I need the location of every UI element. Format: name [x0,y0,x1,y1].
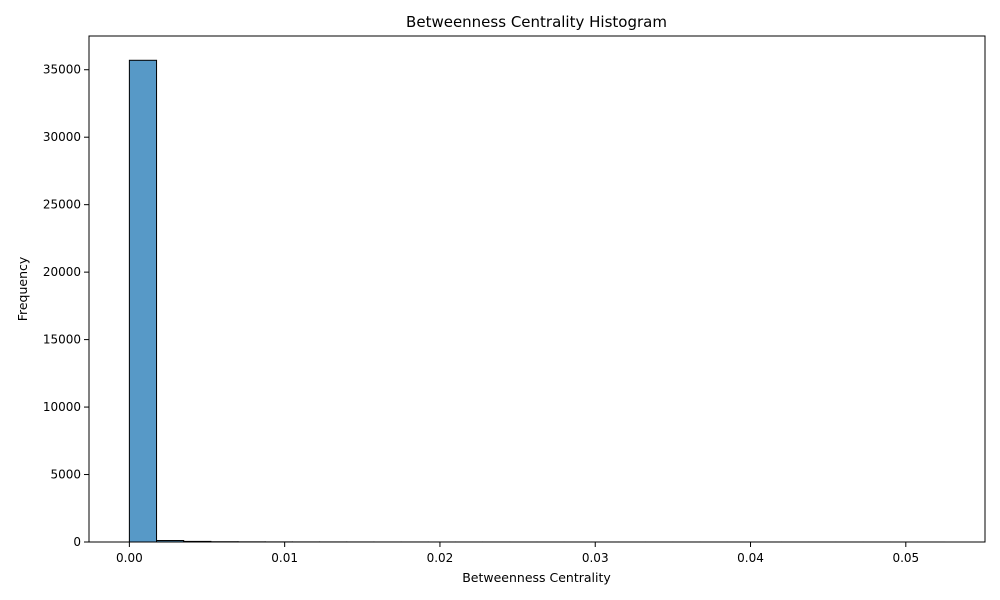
x-tick-label: 0.01 [271,551,298,565]
y-tick-label: 30000 [43,130,81,144]
y-tick-label: 5000 [50,468,81,482]
x-tick-label: 0.02 [427,551,454,565]
y-axis-ticks: 0 5000 10000 15000 20000 25000 30000 35000 [43,63,89,549]
y-tick-label: 20000 [43,265,81,279]
y-tick-label: 15000 [43,333,81,347]
histogram-bar [128,59,158,543]
x-tick-label: 0.00 [116,551,143,565]
x-axis-label: Betweenness Centrality [462,570,611,585]
y-tick-label: 10000 [43,400,81,414]
x-tick-label: 0.05 [892,551,919,565]
y-axis-label: Frequency [15,256,30,321]
x-tick-label: 0.03 [582,551,609,565]
chart-title: Betweenness Centrality Histogram [406,13,667,31]
plot-frame [88,35,986,543]
y-tick-label: 0 [73,535,81,549]
y-tick-label: 35000 [43,63,81,77]
y-tick-label: 25000 [43,198,81,212]
x-tick-label: 0.04 [737,551,764,565]
x-axis-ticks: 0.00 0.01 0.02 0.03 0.04 0.05 [116,542,919,565]
bars-group [128,59,946,543]
